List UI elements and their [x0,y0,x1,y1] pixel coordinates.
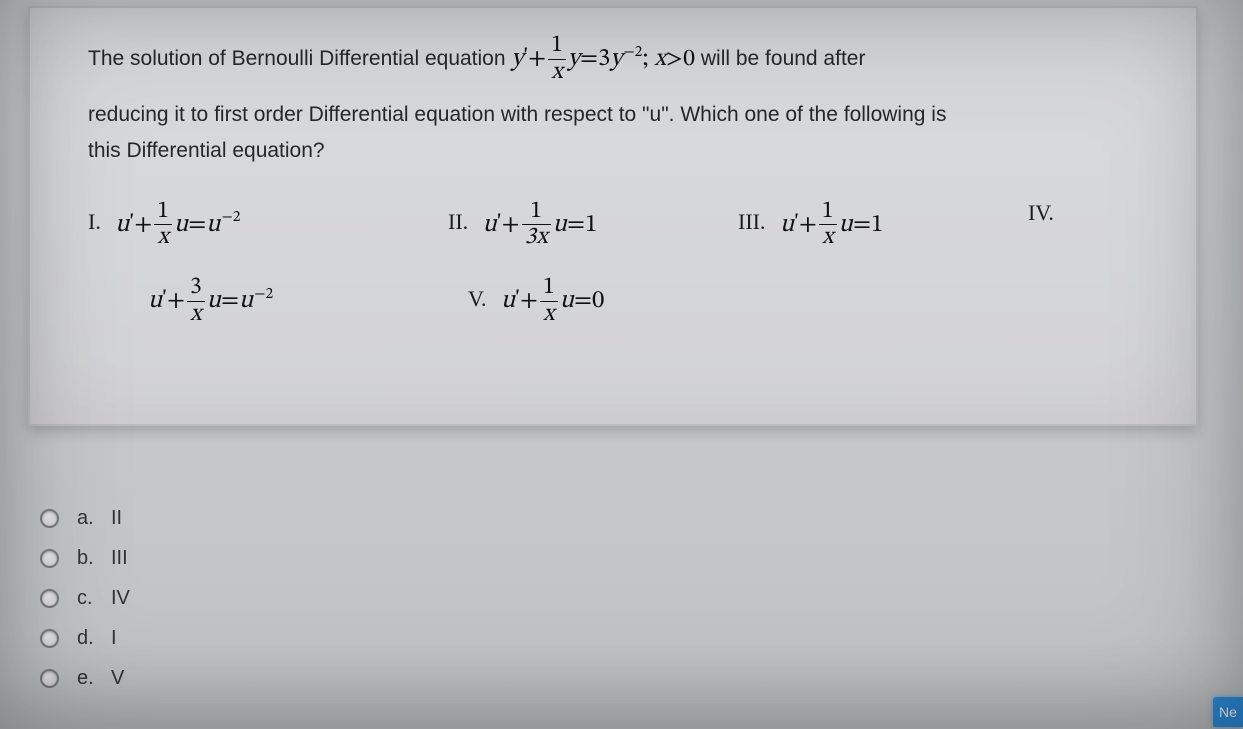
option-text: III [111,547,128,570]
q-line1-text-b: will be found after [701,47,866,70]
question-text: The solution of Bernoulli Differential e… [88,34,1150,168]
question-line-2: reducing it to first order Differential … [88,99,1150,132]
option-III: III. u'+1xu=1 [738,200,1028,251]
answer-options: a. II b. III c. IV d. I e. V [40,498,130,698]
option-text: I [111,627,117,650]
bernoulli-equation: y'+1xy=3y−2; x>0 [511,34,695,85]
answer-option-c[interactable]: c. IV [40,578,130,618]
question-card: The solution of Bernoulli Differential e… [28,6,1198,426]
option-letter: b. [77,547,111,570]
eq-I: u'+1xu=u−2 [115,200,240,251]
question-line-1: The solution of Bernoulli Differential e… [88,34,1150,85]
option-IV-label: IV. [1028,200,1148,251]
radio-icon[interactable] [40,549,59,568]
option-letter: d. [77,627,111,650]
radio-icon[interactable] [40,669,59,688]
equation-options-row-2: u'+3xu=u−2 V. u'+1xu=0 [88,276,1150,327]
fraction-1-over-x: 1x [548,34,566,85]
option-text: V [111,667,124,690]
eq-V: u'+1xu=0 [501,276,604,327]
radio-icon[interactable] [40,509,59,528]
eq-II: u'+13xu=1 [483,200,598,251]
answer-option-d[interactable]: d. I [40,618,130,658]
option-text: IV [111,587,130,610]
answer-option-e[interactable]: e. V [40,658,130,698]
option-letter: c. [77,587,111,610]
eq-III: u'+1xu=1 [780,200,883,251]
option-letter: e. [77,667,111,690]
next-button[interactable]: Ne [1213,697,1243,727]
radio-icon[interactable] [40,629,59,648]
roman-II: II. [448,209,468,234]
equation-options-row-1: I. u'+1xu=u−2 II. u'+13xu=1 III. u'+1xu=… [88,200,1150,251]
q-line1-text-a: The solution of Bernoulli Differential e… [88,47,511,70]
option-text: II [111,507,122,530]
option-letter: a. [77,507,111,530]
option-II: II. u'+13xu=1 [448,200,738,251]
roman-IV: IV. [1028,200,1054,225]
option-I: I. u'+1xu=u−2 [88,200,448,251]
condition-x-gt-0: x>0 [654,47,695,71]
option-IV: u'+3xu=u−2 [148,276,448,327]
answer-option-b[interactable]: b. III [40,538,130,578]
answer-option-a[interactable]: a. II [40,498,130,538]
roman-III: III. [738,209,765,234]
roman-V: V. [468,286,487,311]
option-V: V. u'+1xu=0 [468,276,828,327]
eq-IV: u'+3xu=u−2 [148,276,273,327]
question-line-3: this Differential equation? [88,135,1150,168]
radio-icon[interactable] [40,589,59,608]
roman-I: I. [88,209,101,234]
